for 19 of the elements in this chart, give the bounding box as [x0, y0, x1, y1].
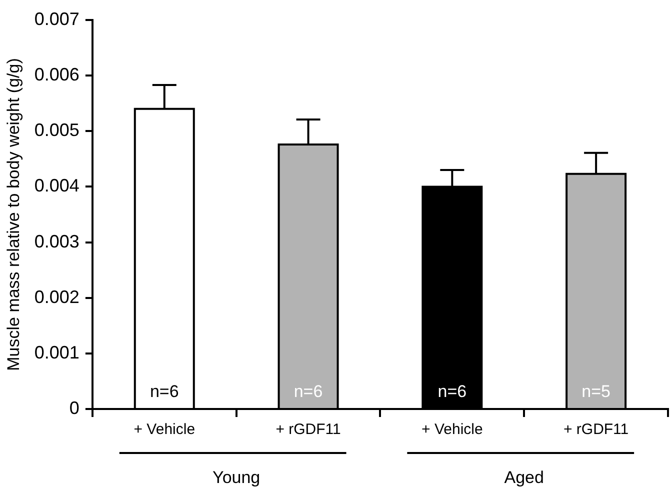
x-tick-label: + Vehicle — [134, 421, 196, 438]
y-tick-label: 0.004 — [34, 176, 80, 196]
text: Aged — [504, 468, 544, 487]
y-tick-label: 0.007 — [34, 8, 80, 29]
y-tick-label: 0 — [69, 398, 80, 418]
y-axis-title: Muscle mass relative to body weight (g/g) — [4, 58, 23, 371]
y-tick-label: 0.003 — [34, 231, 80, 252]
x-tick-label: + rGDF11 — [563, 421, 629, 438]
y-tick-label: 0.006 — [34, 64, 80, 85]
annotation: n=5 — [582, 382, 610, 401]
x-tick-label: + Vehicle — [422, 421, 483, 438]
x-tick-label: + rGDF11 — [276, 421, 341, 438]
y-tick-label: 0.002 — [34, 286, 80, 307]
text: Young — [212, 468, 260, 487]
y-tick-label: 0.005 — [34, 120, 80, 140]
annotation: n=6 — [294, 382, 323, 401]
annotation: n=6 — [150, 382, 179, 401]
y-tick-label: 0.001 — [34, 342, 80, 362]
annotation: n=6 — [438, 382, 467, 401]
